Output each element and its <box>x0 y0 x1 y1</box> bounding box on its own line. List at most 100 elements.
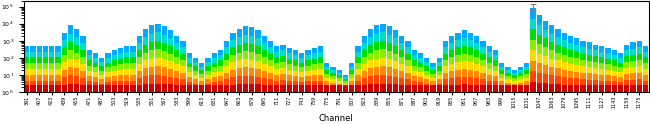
Bar <box>555 53 561 60</box>
Bar <box>55 57 60 63</box>
Bar <box>530 82 536 92</box>
Bar <box>274 52 280 57</box>
Bar <box>218 76 223 81</box>
Bar <box>168 77 173 84</box>
Bar <box>212 87 217 92</box>
Bar <box>443 66 448 73</box>
Bar <box>368 37 373 45</box>
Bar <box>393 54 398 61</box>
Bar <box>280 50 285 56</box>
Bar <box>418 82 423 87</box>
Bar <box>430 85 436 92</box>
Bar <box>55 86 60 92</box>
Bar <box>368 84 373 92</box>
Bar <box>474 85 480 92</box>
Bar <box>424 62 430 66</box>
Bar <box>512 70 517 73</box>
Bar <box>324 78 330 81</box>
Bar <box>31 69 36 75</box>
Bar <box>205 75 211 79</box>
Bar <box>411 55 417 60</box>
Bar <box>199 67 204 70</box>
Bar <box>574 78 579 85</box>
Bar <box>462 31 467 38</box>
Bar <box>318 57 323 63</box>
Bar <box>418 87 423 92</box>
Bar <box>293 60 298 66</box>
Bar <box>480 86 486 92</box>
Bar <box>81 85 86 92</box>
Bar <box>293 87 298 92</box>
Bar <box>155 41 161 49</box>
Bar <box>43 85 48 92</box>
Bar <box>543 30 548 38</box>
Bar <box>568 78 573 85</box>
Bar <box>493 71 498 76</box>
Bar <box>368 85 373 92</box>
Bar <box>287 87 292 92</box>
Bar <box>62 85 67 92</box>
Bar <box>255 84 261 92</box>
Bar <box>437 88 442 92</box>
Bar <box>205 66 211 71</box>
Bar <box>343 81 348 84</box>
Bar <box>131 86 136 92</box>
Bar <box>36 63 42 69</box>
Bar <box>368 76 373 84</box>
Bar <box>274 69 280 75</box>
Bar <box>237 29 242 37</box>
Bar <box>311 59 317 64</box>
Bar <box>105 58 110 62</box>
Bar <box>131 52 136 57</box>
Bar <box>462 46 467 54</box>
Bar <box>549 75 554 84</box>
Bar <box>580 41 586 47</box>
Bar <box>86 71 92 76</box>
Bar <box>199 85 204 88</box>
Bar <box>612 85 617 92</box>
Bar <box>456 85 461 92</box>
Bar <box>349 70 354 74</box>
Bar <box>261 78 267 85</box>
Bar <box>68 42 73 50</box>
Bar <box>356 85 361 92</box>
Bar <box>487 75 492 81</box>
X-axis label: Channel: Channel <box>318 114 354 123</box>
Bar <box>605 59 610 64</box>
Bar <box>530 85 536 92</box>
Bar <box>349 85 354 92</box>
Bar <box>530 71 536 82</box>
Bar <box>406 73 411 79</box>
Bar <box>174 85 179 92</box>
Bar <box>399 78 404 85</box>
Bar <box>624 86 629 92</box>
Bar <box>268 85 273 92</box>
Bar <box>468 62 473 70</box>
Bar <box>243 34 248 43</box>
Bar <box>118 48 123 53</box>
Bar <box>368 68 373 76</box>
Bar <box>187 82 192 87</box>
Bar <box>624 62 629 68</box>
Bar <box>280 85 285 92</box>
Bar <box>81 50 86 57</box>
Bar <box>224 66 229 73</box>
Bar <box>393 61 398 69</box>
Bar <box>387 59 392 67</box>
Bar <box>118 53 123 59</box>
Bar <box>456 77 461 85</box>
Bar <box>93 77 98 82</box>
Bar <box>149 50 155 59</box>
Bar <box>112 50 117 55</box>
Bar <box>324 70 330 74</box>
Bar <box>93 87 98 92</box>
Bar <box>306 55 311 60</box>
Bar <box>318 75 323 81</box>
Bar <box>605 85 610 92</box>
Bar <box>318 85 323 92</box>
Bar <box>199 78 204 81</box>
Bar <box>174 78 179 85</box>
Bar <box>93 58 98 62</box>
Bar <box>411 71 417 76</box>
Bar <box>430 78 436 81</box>
